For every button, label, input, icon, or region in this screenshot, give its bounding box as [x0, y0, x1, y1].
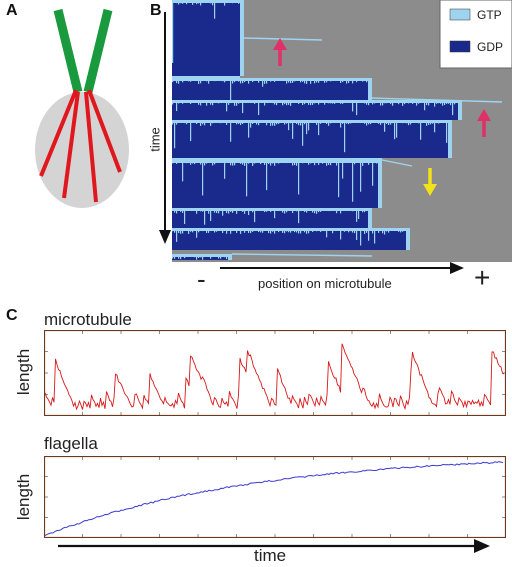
microtubule-length-plot	[44, 330, 506, 416]
legend-gdp-swatch	[449, 40, 471, 53]
position-axis-label: position on microtubule	[258, 276, 392, 291]
plus-end-label: +	[474, 262, 491, 293]
pink-arrow-2	[477, 109, 491, 137]
kymograph-band	[172, 120, 452, 158]
flagella-length-plot	[44, 456, 506, 538]
microtubule-1	[39, 89, 78, 177]
microtubule-4	[87, 89, 122, 173]
panel-c-time-arrow	[58, 539, 490, 553]
kymograph-band	[172, 228, 410, 250]
flagella-length-trace	[44, 461, 504, 537]
kymograph-legend: GTP GDP	[439, 0, 512, 69]
panel-c-time-label: time	[254, 546, 287, 565]
pink-arrow-1	[273, 38, 287, 66]
minus-end-label: -	[197, 264, 206, 294]
cell-body	[35, 92, 129, 208]
kymograph-band	[172, 0, 244, 76]
position-arrow	[220, 262, 464, 274]
panel-c-letter: C	[6, 307, 18, 324]
kymograph-band	[172, 160, 382, 208]
microtubule-title: microtubule	[44, 310, 132, 329]
microtubule-2	[62, 91, 80, 199]
yellow-arrow	[423, 168, 437, 196]
kymograph-band	[172, 100, 462, 120]
panel-a-letter: A	[6, 2, 18, 19]
cell-diagram	[35, 8, 129, 208]
flagellum-right	[83, 8, 113, 94]
flagellum-left	[53, 8, 83, 94]
kymograph: GTP GDP	[172, 0, 512, 262]
legend-gtp-label: GTP	[477, 8, 502, 22]
legend-gdp-label: GDP	[477, 40, 503, 54]
flagella-title: flagella	[44, 434, 98, 453]
panel-b-letter: B	[150, 2, 162, 19]
flagella-length-label: length	[14, 473, 33, 521]
legend-gtp-swatch	[449, 8, 471, 21]
microtubule-length-label: length	[14, 348, 33, 396]
microtubule-length-trace	[44, 343, 505, 411]
kymograph-time-arrow	[159, 12, 171, 244]
microtubule-3	[84, 91, 98, 203]
